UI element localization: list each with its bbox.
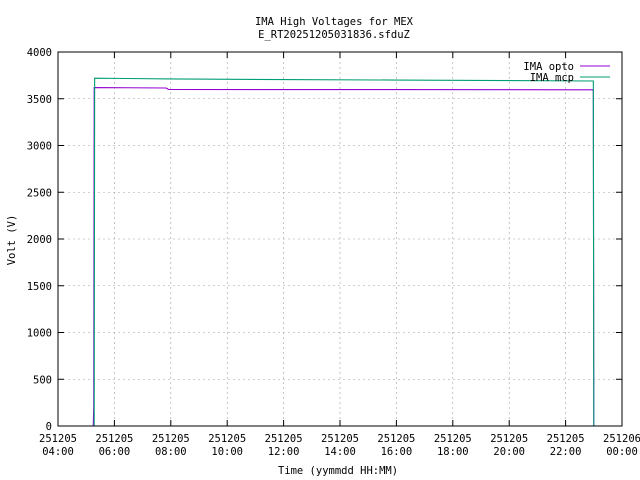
x-tick-time: 20:00 xyxy=(493,446,525,458)
axis-ticks xyxy=(57,51,623,427)
x-tick-time: 18:00 xyxy=(437,446,469,458)
legend-label: IMA opto xyxy=(523,61,574,73)
x-tick-date: 251205 xyxy=(434,433,472,445)
x-tick-date: 251205 xyxy=(321,433,359,445)
series-line-ima-opto xyxy=(92,86,595,427)
x-tick-time: 08:00 xyxy=(155,446,187,458)
grid xyxy=(58,52,622,426)
x-tick-date: 251205 xyxy=(265,433,303,445)
series-layer xyxy=(92,77,595,427)
y-tick-label: 3500 xyxy=(27,94,52,106)
chart-title: IMA High Voltages for MEX xyxy=(255,16,414,28)
x-tick-date: 251205 xyxy=(208,433,246,445)
y-tick-label: 1500 xyxy=(27,281,52,293)
y-tick-label: 2500 xyxy=(27,187,52,199)
chart-subtitle: E_RT20251205031836.sfduZ xyxy=(258,29,410,41)
y-tick-label: 0 xyxy=(46,421,52,433)
x-axis-label: Time (yymmdd HH:MM) xyxy=(278,465,398,477)
x-tick-date: 251205 xyxy=(39,433,77,445)
x-tick-time: 12:00 xyxy=(268,446,300,458)
y-tick-label: 3000 xyxy=(27,141,52,153)
y-tick-label: 2000 xyxy=(27,234,52,246)
y-tick-label: 1000 xyxy=(27,328,52,340)
y-tick-label: 4000 xyxy=(27,47,52,59)
tick-labels: 0500100015002000250030003500400025120504… xyxy=(27,47,640,458)
x-tick-date: 251205 xyxy=(377,433,415,445)
x-tick-time: 14:00 xyxy=(324,446,356,458)
x-tick-time: 22:00 xyxy=(550,446,582,458)
x-tick-date: 251205 xyxy=(490,433,528,445)
x-tick-date: 251205 xyxy=(547,433,585,445)
x-tick-date: 251205 xyxy=(95,433,133,445)
y-tick-label: 500 xyxy=(33,374,52,386)
x-tick-time: 04:00 xyxy=(42,446,74,458)
x-tick-date: 251206 xyxy=(603,433,640,445)
legend-label: IMA mcp xyxy=(530,72,574,84)
x-tick-time: 06:00 xyxy=(99,446,131,458)
y-axis-label: Volt (V) xyxy=(6,215,18,266)
x-tick-time: 10:00 xyxy=(211,446,243,458)
x-tick-time: 00:00 xyxy=(606,446,638,458)
x-tick-date: 251205 xyxy=(152,433,190,445)
series-line-ima-mcp xyxy=(93,77,595,427)
x-tick-time: 16:00 xyxy=(381,446,413,458)
